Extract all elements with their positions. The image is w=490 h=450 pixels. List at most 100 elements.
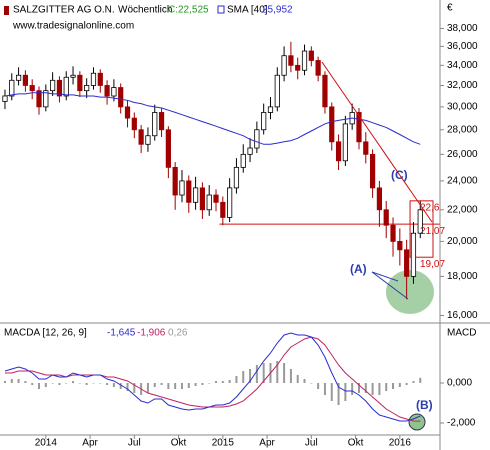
- candle-body: [220, 201, 226, 218]
- candle-body: [240, 153, 246, 168]
- histogram-bar: [283, 363, 286, 383]
- histogram-bar: [31, 383, 34, 385]
- candle-body: [410, 232, 417, 277]
- histogram-bar: [133, 383, 136, 393]
- histogram-bar: [323, 383, 326, 395]
- candle-body: [247, 147, 253, 155]
- histogram-bar: [221, 381, 224, 383]
- candle-body: [172, 166, 178, 196]
- histogram-bar: [412, 381, 415, 383]
- histogram-bar: [51, 383, 54, 384]
- histogram-bar: [255, 365, 258, 383]
- histogram-bar: [262, 363, 265, 383]
- pointer-line: [371, 271, 409, 300]
- candle-body: [233, 166, 240, 189]
- histogram-bar: [344, 383, 347, 401]
- candle-body: [342, 123, 348, 162]
- candle-body: [295, 64, 301, 71]
- histogram-bar: [385, 383, 388, 391]
- candle-body: [179, 180, 185, 196]
- histogram-bar: [303, 379, 306, 383]
- candle-body: [335, 141, 342, 162]
- histogram-bar: [215, 381, 218, 383]
- histogram-bar: [249, 369, 252, 383]
- annotation: (B): [416, 398, 433, 412]
- signal-line: [5, 336, 421, 422]
- candle-body: [165, 129, 171, 168]
- histogram-bar: [289, 369, 292, 383]
- x-tick-label: Apr: [259, 438, 275, 449]
- histogram-bar: [167, 383, 170, 389]
- macd-value: -1,645: [107, 328, 136, 339]
- candle-body: [308, 50, 314, 61]
- macd-axis-label: MACD: [447, 328, 476, 339]
- candle-body: [206, 194, 212, 211]
- instrument-name: SALZGITTER AG O.N.: [13, 5, 115, 16]
- close-label: C:22,525: [168, 5, 209, 16]
- candle-body: [111, 87, 117, 97]
- candle-body: [390, 224, 396, 242]
- candle-body: [227, 187, 233, 218]
- histogram-bar: [3, 381, 6, 383]
- candle-body: [315, 60, 321, 76]
- candle-body: [138, 129, 144, 145]
- histogram-bar: [317, 383, 320, 389]
- histogram-bar: [160, 383, 163, 385]
- candle-body: [56, 79, 63, 97]
- histogram-bar: [99, 383, 102, 384]
- candle-body: [131, 117, 137, 131]
- sma-line: [4, 92, 421, 145]
- trend-line: [321, 61, 433, 223]
- histogram-bar: [17, 379, 20, 383]
- histogram-bar: [119, 383, 122, 389]
- histogram-bar: [187, 383, 190, 388]
- histogram-bar: [194, 383, 197, 386]
- histogram-bar: [351, 383, 354, 395]
- candle-body: [254, 129, 260, 149]
- histogram-bar: [337, 383, 340, 405]
- histogram-bar: [72, 381, 75, 383]
- candle-body: [417, 209, 423, 234]
- candle-body: [70, 74, 76, 78]
- candle-body: [145, 135, 151, 145]
- histogram-bar: [419, 377, 422, 383]
- candle-body: [36, 90, 42, 108]
- histogram-bar: [310, 383, 313, 384]
- plot-area: [2, 41, 440, 422]
- x-tick-label: 2014: [35, 438, 58, 449]
- candle-body: [152, 112, 158, 137]
- candle-body: [2, 95, 8, 102]
- histogram-bar: [242, 371, 245, 383]
- candle-body: [97, 72, 103, 86]
- candle-body: [90, 72, 97, 86]
- candle-body: [370, 153, 376, 189]
- candle-body: [118, 87, 124, 108]
- source: www.tradesignalonline.com: [12, 21, 134, 32]
- y-tick-label: 0,000: [447, 378, 472, 389]
- histogram-bar: [405, 383, 408, 385]
- level-label: 19,07: [420, 259, 445, 270]
- y-tick-label: 34,000: [447, 60, 478, 71]
- x-tick-label: 2016: [389, 438, 412, 449]
- candle-body: [50, 79, 56, 92]
- y-tick-label: 28,000: [447, 124, 478, 135]
- x-tick-label: Okt: [171, 438, 187, 449]
- histogram-bar: [78, 383, 81, 384]
- x-tick-label: 2015: [212, 438, 235, 449]
- candle-body: [322, 74, 328, 108]
- histogram-bar: [296, 375, 299, 383]
- histogram-bar: [378, 383, 381, 395]
- histogram-bar: [38, 383, 41, 389]
- histogram-bar: [10, 379, 13, 383]
- histogram-bar: [92, 383, 95, 384]
- histogram-bar: [106, 383, 109, 385]
- histogram-bar: [85, 383, 88, 385]
- signal-value: -1,906: [137, 328, 166, 339]
- y-tick-label: 38,000: [447, 23, 478, 34]
- level-label: 22,6: [420, 202, 440, 213]
- candle-body: [199, 187, 206, 211]
- level-box: [409, 200, 434, 258]
- pointer-line: [371, 271, 399, 282]
- annotation: (A): [350, 262, 367, 276]
